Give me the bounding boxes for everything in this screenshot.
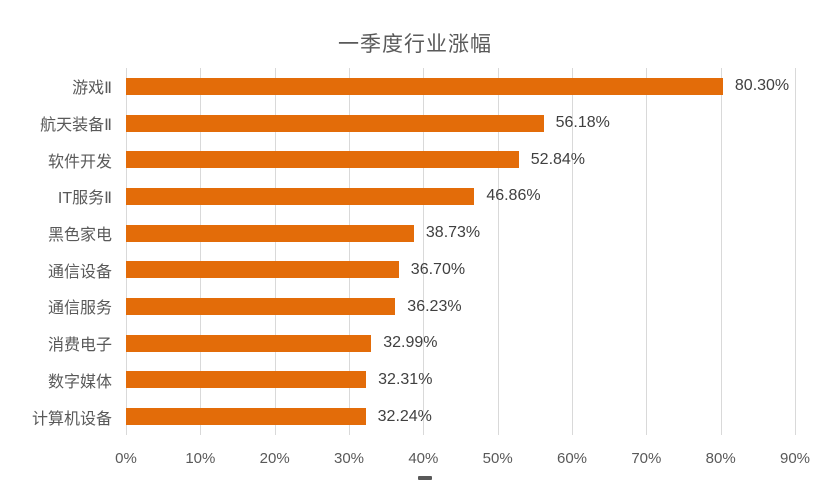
gridline-10% (200, 68, 202, 435)
value-label-游戏Ⅱ: 80.30% (734, 77, 790, 95)
bar-通信服务 (126, 298, 396, 316)
value-label-消费电子: 32.99% (383, 334, 438, 352)
bar-row: 32.99% (126, 325, 795, 362)
bar-row: 46.86% (126, 178, 795, 215)
value-label-航天装备Ⅱ: 56.18% (555, 114, 610, 132)
value-label-黑色家电: 38.73% (425, 224, 481, 242)
category-label-航天装备Ⅱ: 航天装备Ⅱ (40, 117, 112, 135)
value-label-通信设备: 36.70% (410, 260, 466, 278)
bar-row: 38.73% (126, 215, 795, 252)
value-label-数字媒体: 32.31% (378, 370, 433, 388)
x-tick-label-60%: 60% (556, 450, 588, 467)
gridline-30% (349, 68, 350, 435)
x-tick-label-0%: 0% (115, 450, 137, 467)
chart-title: 一季度行业涨幅 (338, 33, 492, 56)
bar-数字媒体 (126, 371, 367, 389)
gridline-70% (646, 68, 648, 435)
bar-软件开发 (126, 151, 519, 169)
gridline-20% (274, 68, 276, 435)
gridline-90% (795, 68, 796, 435)
x-tick-label-80%: 80% (705, 450, 736, 467)
category-label-通信服务: 通信服务 (47, 300, 112, 318)
bar-row: 56.18% (126, 105, 795, 142)
category-label-IT服务Ⅱ: IT服务Ⅱ (57, 190, 112, 208)
bar-黑色家电 (126, 224, 414, 242)
bar-row: 32.24% (126, 398, 795, 435)
bar-消费电子 (126, 334, 372, 352)
gridline-0% (126, 68, 127, 435)
bar-row: 36.70% (126, 252, 795, 289)
category-label-游戏Ⅱ: 游戏Ⅱ (72, 80, 112, 98)
x-tick-label-50%: 50% (482, 450, 513, 467)
clipped-text-fragment (418, 476, 432, 480)
x-tick-label-70%: 70% (631, 450, 662, 467)
bar-row: 80.30% (126, 68, 795, 105)
category-label-计算机设备: 计算机设备 (31, 410, 112, 428)
value-label-软件开发: 52.84% (530, 150, 586, 168)
category-axis: 游戏Ⅱ 航天装备Ⅱ 软件开发 IT服务Ⅱ 黑色家电通信设备通信服务消费电子数字媒体计算机… (0, 68, 112, 435)
x-tick-label-10%: 10% (185, 450, 216, 467)
x-tick-label-20%: 20% (259, 450, 290, 467)
bar-计算机设备 (126, 408, 366, 426)
x-tick-label-90%: 90% (779, 450, 811, 467)
bar-通信设备 (126, 261, 399, 279)
bar-航天装备Ⅱ (126, 114, 544, 132)
bar-游戏Ⅱ (126, 77, 723, 95)
gridline-60% (572, 68, 573, 435)
value-label-计算机设备: 32.24% (377, 407, 432, 425)
value-label-通信服务: 36.23% (407, 297, 462, 315)
value-label-IT服务Ⅱ: 46.86% (486, 187, 541, 205)
bar-row: 32.31% (126, 362, 795, 399)
category-label-黑色家电: 黑色家电 (47, 227, 112, 245)
category-label-消费电子: 消费电子 (47, 337, 112, 355)
bar-row: 36.23% (126, 288, 795, 325)
bar-IT服务Ⅱ (126, 187, 475, 205)
plot-area: 80.30% 56.18% 52.84% 46.86% 38.73% 36.70% 36.2… (126, 68, 796, 435)
category-label-数字媒体: 数字媒体 (47, 373, 112, 391)
bar-row: 52.84% (126, 141, 795, 178)
gridline-80% (720, 68, 722, 435)
gridline-50% (497, 68, 499, 435)
x-tick-label-30%: 30% (333, 450, 365, 467)
gridline-40% (423, 68, 425, 435)
x-tick-label-40%: 40% (408, 450, 439, 467)
category-label-软件开发: 软件开发 (47, 153, 112, 171)
category-label-通信设备: 通信设备 (47, 263, 112, 281)
value-axis: 0% 10% 20% 30% 40% 50% 60% 70% 80% 90% (115, 450, 810, 472)
